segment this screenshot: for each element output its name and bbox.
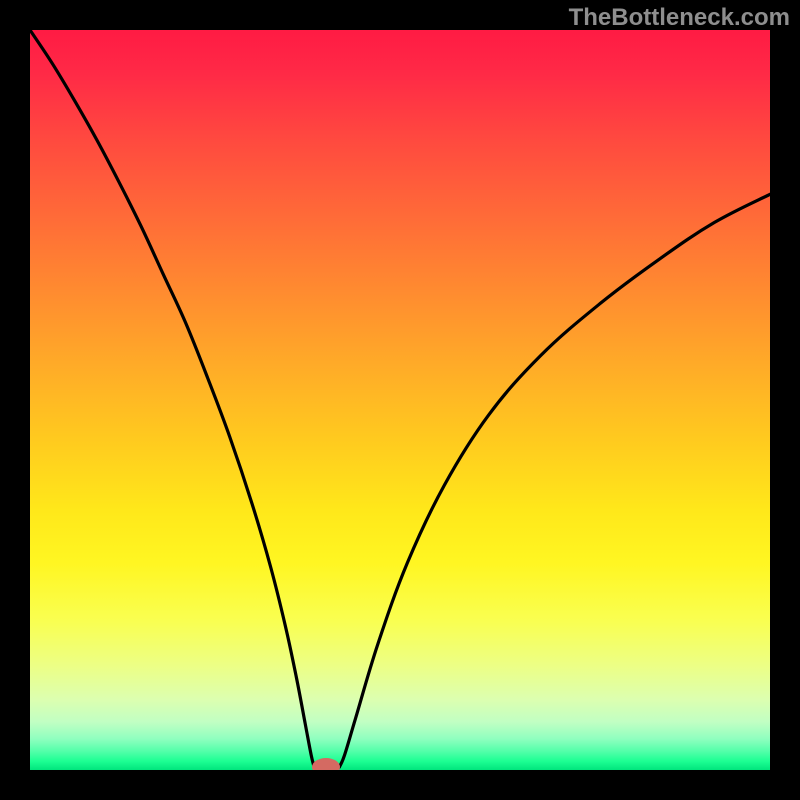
plot-area bbox=[30, 30, 770, 770]
chart-background bbox=[30, 30, 770, 770]
chart-frame: TheBottleneck.com bbox=[0, 0, 800, 800]
watermark-text: TheBottleneck.com bbox=[569, 4, 790, 32]
chart-svg bbox=[30, 30, 770, 770]
